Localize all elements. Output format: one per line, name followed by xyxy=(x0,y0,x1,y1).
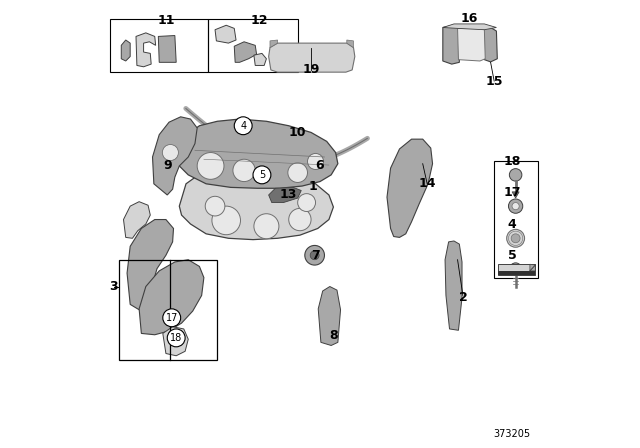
Polygon shape xyxy=(458,27,485,61)
Circle shape xyxy=(197,152,224,179)
Polygon shape xyxy=(179,168,333,240)
Bar xyxy=(494,161,538,278)
Text: 12: 12 xyxy=(251,14,268,27)
Polygon shape xyxy=(215,25,236,43)
Text: 373205: 373205 xyxy=(493,429,531,439)
Text: 16: 16 xyxy=(461,12,478,25)
Circle shape xyxy=(298,194,316,211)
Text: 18: 18 xyxy=(503,155,521,168)
Text: 13: 13 xyxy=(280,189,298,202)
Polygon shape xyxy=(512,192,519,198)
Bar xyxy=(119,260,217,360)
Text: 3: 3 xyxy=(109,280,118,293)
Circle shape xyxy=(253,166,271,184)
Polygon shape xyxy=(163,327,188,356)
Polygon shape xyxy=(254,53,266,65)
Bar xyxy=(209,18,298,72)
Circle shape xyxy=(167,329,185,347)
Circle shape xyxy=(289,208,311,231)
Circle shape xyxy=(212,206,241,235)
Polygon shape xyxy=(387,139,433,237)
Polygon shape xyxy=(158,35,176,62)
Text: 15: 15 xyxy=(485,74,503,88)
Polygon shape xyxy=(443,24,497,30)
Polygon shape xyxy=(269,43,355,72)
Circle shape xyxy=(512,202,519,210)
Text: 18: 18 xyxy=(170,333,182,343)
Polygon shape xyxy=(234,42,257,62)
Text: 1: 1 xyxy=(309,180,317,193)
Text: 17: 17 xyxy=(166,313,178,323)
Text: 14: 14 xyxy=(419,177,436,190)
Polygon shape xyxy=(530,264,535,271)
Polygon shape xyxy=(127,220,173,311)
Circle shape xyxy=(510,263,522,275)
Polygon shape xyxy=(152,117,197,195)
Circle shape xyxy=(163,145,179,160)
Polygon shape xyxy=(347,40,353,47)
Circle shape xyxy=(511,234,520,243)
Polygon shape xyxy=(139,260,204,335)
Polygon shape xyxy=(269,187,301,202)
Text: 5: 5 xyxy=(508,249,516,262)
Polygon shape xyxy=(318,287,340,345)
Circle shape xyxy=(233,159,255,181)
Text: 6: 6 xyxy=(316,159,324,172)
Text: 4: 4 xyxy=(508,217,516,231)
Circle shape xyxy=(234,117,252,135)
Polygon shape xyxy=(175,119,338,188)
Circle shape xyxy=(205,196,225,216)
Text: 8: 8 xyxy=(329,329,338,342)
Circle shape xyxy=(507,229,525,247)
Text: 19: 19 xyxy=(302,64,320,77)
Text: 5: 5 xyxy=(259,170,265,180)
Text: 9: 9 xyxy=(164,159,172,172)
Text: 2: 2 xyxy=(458,291,467,304)
Text: 10: 10 xyxy=(289,126,307,139)
Polygon shape xyxy=(121,40,130,61)
Circle shape xyxy=(254,214,279,239)
Polygon shape xyxy=(445,241,462,330)
Text: 11: 11 xyxy=(157,14,175,27)
Text: 7: 7 xyxy=(311,249,320,262)
Polygon shape xyxy=(124,202,150,238)
Polygon shape xyxy=(483,27,497,62)
Circle shape xyxy=(288,163,307,182)
Polygon shape xyxy=(136,33,156,67)
Polygon shape xyxy=(270,40,278,47)
Circle shape xyxy=(163,309,180,327)
Polygon shape xyxy=(498,271,535,276)
Circle shape xyxy=(307,153,324,169)
Polygon shape xyxy=(498,264,535,276)
Bar xyxy=(110,18,209,72)
Text: 17: 17 xyxy=(503,186,521,199)
Circle shape xyxy=(305,246,324,265)
Circle shape xyxy=(310,251,319,260)
Circle shape xyxy=(508,199,523,213)
Text: 4: 4 xyxy=(240,121,246,131)
Polygon shape xyxy=(443,25,460,64)
Circle shape xyxy=(509,168,522,181)
